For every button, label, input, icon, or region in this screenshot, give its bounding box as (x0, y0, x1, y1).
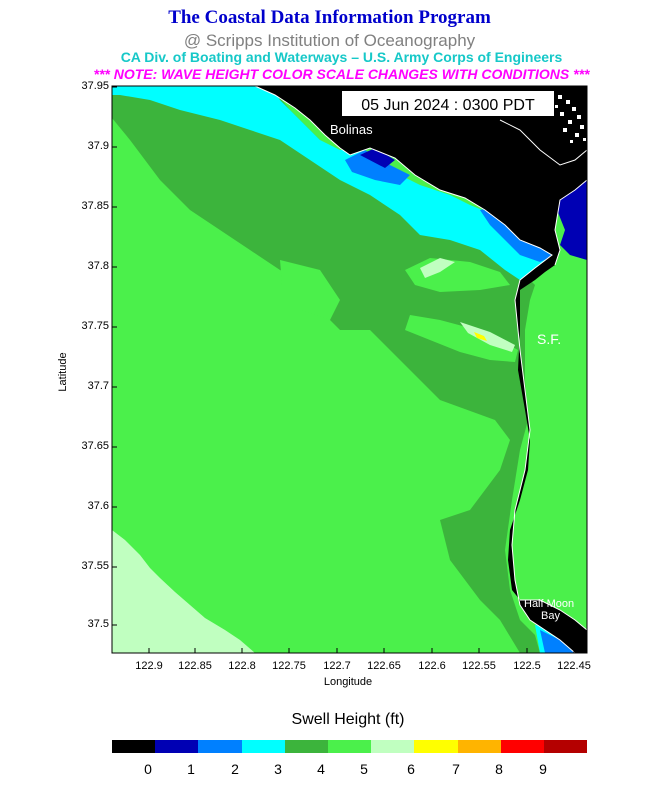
swell-zone-1ft (555, 175, 587, 260)
axis-ticks (112, 86, 575, 653)
lat-tick: 37.7 (87, 380, 109, 392)
lon-tick: 122.45 (557, 660, 591, 672)
swell-zone-6ft (112, 530, 255, 653)
legend-label: 0 (144, 761, 152, 777)
lon-tick: 122.85 (178, 660, 212, 672)
swell-patch-light (460, 322, 515, 352)
legend-label: 4 (317, 761, 325, 777)
lon-tick: 122.55 (462, 660, 496, 672)
lat-tick: 37.85 (81, 200, 109, 212)
lat-tick: 37.5 (87, 618, 109, 630)
lat-tick: 37.65 (81, 440, 109, 452)
bay-shoreline (554, 179, 587, 266)
legend-label: 7 (452, 761, 460, 777)
legend-title: Swell Height (ft) (291, 711, 405, 728)
legend-swatch (241, 740, 285, 753)
x-axis-title: Longitude (323, 676, 373, 688)
lon-tick: 122.65 (367, 660, 401, 672)
legend-label: 8 (495, 761, 503, 777)
swell-zone-2ft (540, 630, 575, 653)
lat-tick: 37.9 (87, 140, 109, 152)
subtitle: @ Scripps Institution of Oceanography (183, 31, 476, 50)
lon-tick: 122.8 (228, 660, 256, 672)
swell-zone-3ft (112, 86, 555, 280)
lon-tick: 122.75 (272, 660, 306, 672)
legend-swatch (414, 740, 458, 753)
map-frame (111, 85, 588, 654)
place-label-sf: S.F. (537, 331, 561, 347)
legend-swatch (155, 740, 199, 753)
lon-tick: 122.9 (135, 660, 163, 672)
swell-zone-1ft (360, 148, 395, 168)
bay-shoreline (520, 599, 587, 631)
place-label-half-moon: Half Moon (524, 598, 574, 610)
legend-swatch (327, 740, 372, 753)
lat-tick: 37.95 (81, 80, 109, 92)
place-label-bolinas: Bolinas (330, 122, 373, 137)
lat-tick: 37.55 (81, 560, 109, 572)
lat-tick: 37.75 (81, 320, 109, 332)
legend-label: 1 (187, 761, 195, 777)
legend-label: 2 (231, 761, 239, 777)
lat-tick: 37.6 (87, 500, 109, 512)
legend-swatch (543, 740, 588, 753)
legend-label: 6 (407, 761, 415, 777)
place-label-bay: Bay (541, 610, 560, 622)
legend-swatch (112, 740, 156, 753)
swell-patch (280, 260, 340, 320)
land-noise (555, 95, 586, 143)
swell-patch-light (420, 258, 455, 278)
lon-tick: 122.5 (513, 660, 541, 672)
timestamp-box (342, 91, 554, 116)
legend-label: 3 (274, 761, 282, 777)
lat-tick: 37.8 (87, 260, 109, 272)
y-axis-title: Latitude (57, 352, 69, 392)
legend-label: 9 (539, 761, 547, 777)
legend-swatch (284, 740, 328, 753)
legend-swatch (457, 740, 501, 753)
swell-patch (405, 315, 518, 362)
land-area (255, 86, 587, 653)
legend-label: 5 (360, 761, 368, 777)
scale-note: *** NOTE: WAVE HEIGHT COLOR SCALE CHANGE… (93, 66, 590, 82)
legend-swatch (500, 740, 544, 753)
legend-swatch (371, 740, 415, 753)
swell-zone-2ft (345, 150, 410, 185)
coastline (254, 86, 576, 653)
sponsors-line: CA Div. of Boating and Waterways – U.S. … (120, 49, 563, 65)
page-title: The Coastal Data Information Program (168, 7, 491, 28)
swell-patch-yellow (474, 332, 487, 341)
lon-tick: 122.6 (418, 660, 446, 672)
legend-swatch (198, 740, 242, 753)
timestamp: 05 Jun 2024 : 0300 PDT (361, 97, 535, 114)
lon-tick: 122.7 (323, 660, 351, 672)
bay-shoreline (499, 119, 587, 166)
color-scale-bar (112, 740, 588, 753)
